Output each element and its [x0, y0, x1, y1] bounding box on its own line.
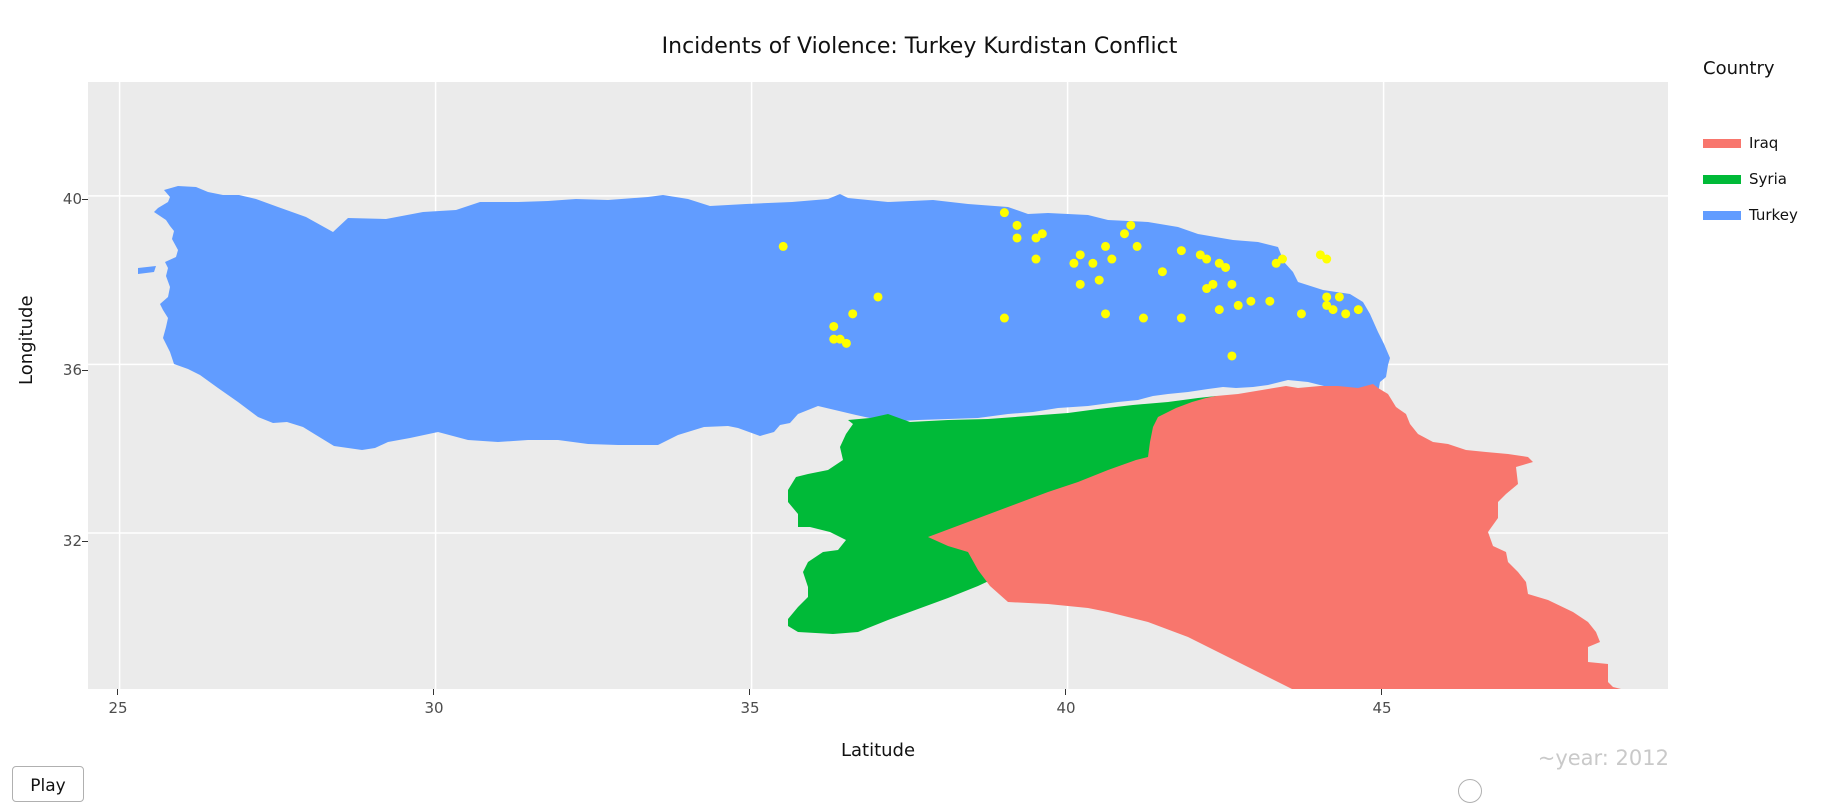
legend-item-syria[interactable]: Syria: [1703, 161, 1798, 197]
incident-point[interactable]: [1296, 309, 1306, 319]
x-tick-label: 25: [108, 699, 128, 717]
incident-point[interactable]: [1322, 254, 1332, 264]
incident-point[interactable]: [1075, 250, 1085, 260]
x-tick-label: 40: [1056, 699, 1076, 717]
incident-point[interactable]: [1037, 229, 1047, 239]
incident-point[interactable]: [999, 313, 1009, 323]
x-tick-label: 30: [424, 699, 444, 717]
incident-point[interactable]: [1341, 309, 1351, 319]
x-axis-title: Latitude: [840, 740, 916, 761]
incident-point[interactable]: [1176, 246, 1186, 256]
frame-year-label: ~year: 2012: [1537, 746, 1669, 770]
incident-point[interactable]: [1202, 284, 1212, 294]
x-tickmark: [1065, 689, 1066, 695]
x-tick-label: 35: [740, 699, 760, 717]
incident-point[interactable]: [1132, 241, 1142, 251]
y-tick-label: 32: [62, 532, 82, 550]
incident-point[interactable]: [1328, 305, 1338, 315]
legend-item-iraq[interactable]: Iraq: [1703, 125, 1798, 161]
incident-point[interactable]: [1334, 292, 1344, 302]
y-tick-label: 36: [62, 361, 82, 379]
island-turkey-west: [138, 266, 156, 274]
incident-point[interactable]: [1176, 313, 1186, 323]
incident-point[interactable]: [1214, 258, 1224, 268]
play-button[interactable]: Play: [12, 766, 84, 802]
incident-point[interactable]: [1271, 258, 1281, 268]
incident-point[interactable]: [1233, 300, 1243, 310]
y-tickmark: [82, 370, 88, 371]
x-tick-label: 45: [1372, 699, 1392, 717]
legend-label: Syria: [1749, 170, 1787, 188]
incident-point[interactable]: [1265, 296, 1275, 306]
incident-point[interactable]: [829, 334, 839, 344]
legend-title: Country: [1703, 58, 1775, 79]
incident-point[interactable]: [1101, 309, 1111, 319]
incident-point[interactable]: [1088, 258, 1098, 268]
incident-point[interactable]: [1208, 279, 1218, 289]
incident-point[interactable]: [1107, 254, 1117, 264]
incident-point[interactable]: [1031, 233, 1041, 243]
incident-point[interactable]: [1069, 258, 1079, 268]
legend-label: Turkey: [1749, 206, 1798, 224]
incident-point[interactable]: [1031, 254, 1041, 264]
incident-point[interactable]: [1227, 279, 1237, 289]
incident-point[interactable]: [1214, 305, 1224, 315]
incident-point[interactable]: [1195, 250, 1205, 260]
incident-point[interactable]: [1315, 250, 1325, 260]
legend: Country Iraq Syria Turkey: [1703, 58, 1798, 233]
x-tickmark: [433, 689, 434, 695]
incident-point[interactable]: [829, 321, 839, 331]
year-slider-handle[interactable]: [1458, 779, 1482, 803]
incident-point[interactable]: [1277, 254, 1287, 264]
incident-point[interactable]: [1126, 220, 1136, 230]
y-tickmark: [82, 199, 88, 200]
legend-item-turkey[interactable]: Turkey: [1703, 197, 1798, 233]
incident-point[interactable]: [1246, 296, 1256, 306]
incident-point[interactable]: [1101, 241, 1111, 251]
incident-point[interactable]: [841, 338, 851, 348]
incident-point[interactable]: [1157, 267, 1167, 277]
incident-point[interactable]: [1012, 220, 1022, 230]
chart-title: Incidents of Violence: Turkey Kurdistan …: [661, 34, 1178, 59]
incident-point[interactable]: [835, 334, 845, 344]
incident-point[interactable]: [1138, 313, 1148, 323]
y-axis-title-text: Longitude: [16, 295, 37, 385]
x-tickmark: [749, 689, 750, 695]
legend-label: Iraq: [1749, 134, 1779, 152]
country-region-iraq[interactable]: [928, 384, 1638, 689]
x-tickmark: [117, 689, 118, 695]
legend-swatch-syria: [1703, 174, 1741, 184]
incident-points: [778, 208, 1363, 361]
incident-point[interactable]: [873, 292, 883, 302]
incident-point[interactable]: [1119, 229, 1129, 239]
incident-point[interactable]: [1221, 262, 1231, 272]
x-tickmark: [1381, 689, 1382, 695]
incident-point[interactable]: [1012, 233, 1022, 243]
incident-point[interactable]: [778, 241, 788, 251]
y-tick-label: 40: [62, 190, 82, 208]
map-canvas: [88, 82, 1668, 689]
incident-point[interactable]: [999, 208, 1009, 218]
legend-swatch-iraq: [1703, 138, 1741, 148]
incident-point[interactable]: [1322, 300, 1332, 310]
incident-point[interactable]: [1202, 254, 1212, 264]
incident-point[interactable]: [1094, 275, 1104, 285]
y-tickmark: [82, 541, 88, 542]
incident-point[interactable]: [1227, 351, 1237, 361]
incident-point[interactable]: [1353, 305, 1363, 315]
incident-point[interactable]: [848, 309, 858, 319]
map-plot-area[interactable]: [88, 82, 1668, 689]
legend-swatch-turkey: [1703, 210, 1741, 220]
incident-point[interactable]: [1075, 279, 1085, 289]
incident-point[interactable]: [1322, 292, 1332, 302]
